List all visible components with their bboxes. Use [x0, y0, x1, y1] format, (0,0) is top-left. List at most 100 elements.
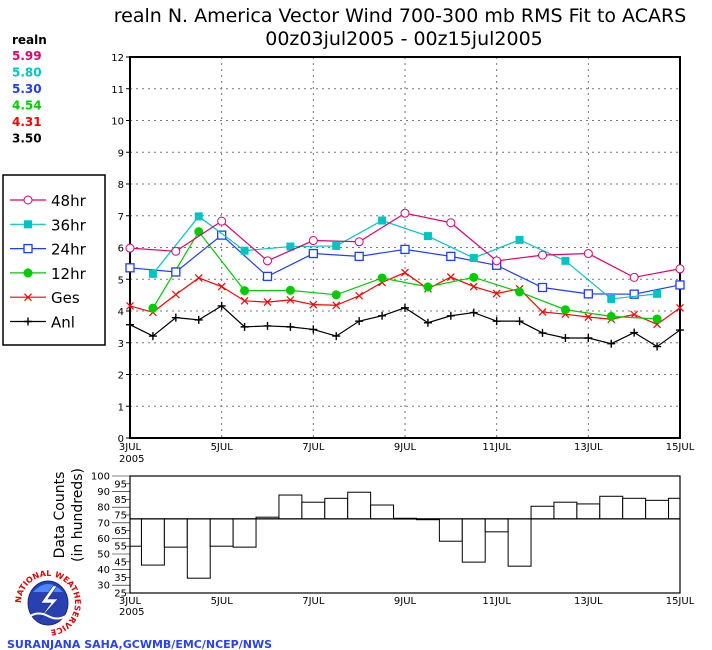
series-48hr — [125, 208, 685, 282]
data-point-24hr — [354, 251, 364, 262]
data-point-Anl — [515, 317, 524, 326]
y-tick-label: 65 — [114, 526, 127, 537]
data-point-36hr — [332, 241, 341, 250]
data-point-Ges — [217, 282, 226, 291]
data-point-48hr — [629, 272, 639, 282]
data-point-36hr — [286, 242, 295, 251]
data-point-Anl — [263, 321, 272, 330]
x-tick-label: 9JUL — [394, 442, 417, 453]
stat-value-24hr: 5.30 — [12, 82, 42, 96]
y-tick-label: 8 — [118, 180, 124, 191]
bar — [599, 495, 624, 520]
bar-plot-frame — [129, 475, 681, 594]
bar — [186, 518, 211, 579]
data-point-48hr — [171, 246, 181, 256]
stat-value-48hr: 5.99 — [12, 49, 42, 63]
y-tick-label: 55 — [114, 542, 127, 553]
data-point-Ges — [401, 268, 409, 277]
bar — [484, 518, 509, 533]
x-tick-label: 7JUL — [302, 442, 325, 453]
data-point-12hr — [194, 227, 204, 237]
data-point-12hr — [606, 311, 616, 321]
data-point-36hr — [469, 253, 478, 262]
data-point-12hr — [469, 272, 479, 282]
y-tick-label: 0 — [118, 434, 124, 445]
data-point-48hr — [492, 256, 502, 266]
data-point-Anl — [378, 311, 387, 320]
data-point-36hr — [240, 246, 249, 255]
series-36hr — [148, 212, 662, 303]
bar — [232, 518, 257, 548]
data-point-Ges — [469, 282, 478, 291]
data-point-12hr — [515, 287, 525, 297]
stat-value-Anl: 3.50 — [12, 132, 42, 146]
data-point-Anl — [561, 333, 570, 342]
bar — [301, 501, 326, 520]
data-point-12hr — [560, 305, 570, 315]
data-point-36hr — [148, 269, 157, 278]
data-point-36hr — [423, 232, 432, 241]
data-point-Ges — [171, 290, 180, 299]
bar — [645, 499, 670, 520]
data-point-Anl — [148, 332, 157, 341]
stat-value-Ges: 4.31 — [12, 115, 42, 129]
legend-marker-48hr — [23, 195, 33, 205]
data-point-24hr — [675, 280, 685, 290]
y-tick-label: 11 — [111, 85, 124, 96]
data-point-Ges — [332, 301, 341, 310]
series-Ges — [126, 268, 684, 329]
x-tick-label: 5JUL — [211, 442, 234, 453]
data-point-Anl — [676, 326, 684, 335]
data-point-36hr — [653, 289, 662, 298]
legend-marker-Ges — [24, 293, 32, 302]
legend-label-48hr: 48hr — [51, 192, 87, 210]
data-point-24hr — [629, 289, 639, 299]
series-Anl — [126, 301, 684, 351]
bar — [163, 518, 188, 548]
bar — [140, 518, 165, 566]
data-point-24hr — [308, 248, 318, 259]
x-year-label: 2005 — [119, 607, 144, 618]
stats-header: realn — [12, 33, 47, 47]
data-point-Anl — [355, 317, 364, 326]
data-point-Anl — [126, 320, 134, 329]
data-point-Ges — [309, 300, 318, 309]
bar — [622, 497, 647, 520]
data-point-24hr — [537, 282, 548, 293]
data-point-Anl — [446, 311, 455, 320]
series-line-12hr — [152, 230, 658, 320]
data-point-Anl — [584, 333, 593, 342]
data-point-Anl — [653, 342, 662, 351]
bar — [278, 494, 303, 520]
data-point-12hr — [285, 285, 295, 295]
credit-text: SURANJANA SAHA,GCWMB/EMC/NCEP/NWS — [7, 638, 272, 650]
bar — [324, 497, 349, 520]
lightning-icon — [38, 585, 59, 621]
bar — [461, 518, 486, 563]
data-point-Anl — [630, 328, 639, 337]
data-point-12hr — [652, 314, 662, 324]
legend-label-36hr: 36hr — [51, 216, 87, 234]
legend-label-12hr: 12hr — [51, 265, 87, 283]
data-point-Anl — [309, 325, 318, 334]
data-point-Ges — [194, 274, 203, 282]
y-tick-label: 85 — [114, 495, 127, 506]
y-tick-label: 60 — [97, 534, 110, 545]
y-tick-label: 50 — [97, 550, 110, 561]
data-point-48hr — [446, 218, 456, 228]
bar — [209, 518, 234, 547]
series-12hr — [148, 227, 662, 324]
data-point-12hr — [423, 282, 433, 292]
y-tick-label: 5 — [118, 275, 124, 286]
data-point-48hr — [538, 250, 547, 260]
legend-label-24hr: 24hr — [51, 241, 87, 259]
data-point-48hr — [263, 256, 272, 266]
data-point-Anl — [607, 339, 616, 348]
y-axis-label: Data Counts — [52, 472, 68, 559]
data-point-Anl — [538, 328, 547, 337]
data-point-Anl — [194, 315, 203, 324]
data-point-Ges — [355, 291, 364, 300]
y-tick-label: 30 — [97, 581, 110, 592]
bar — [347, 491, 372, 520]
